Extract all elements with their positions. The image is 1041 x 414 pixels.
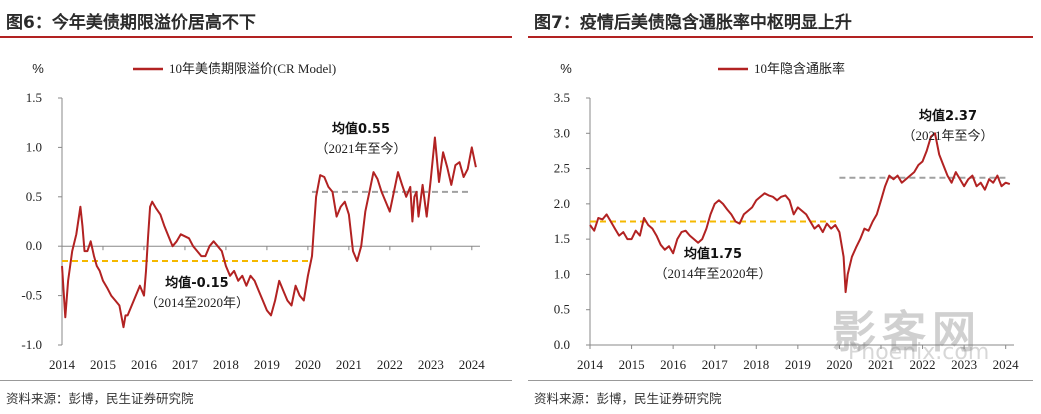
x-tick-label: 2023	[418, 357, 444, 372]
x-tick-label: 2019	[254, 357, 280, 372]
panel-title: 图7：疫情后美债隐含通胀率中枢明显上升	[534, 13, 852, 33]
x-tick-label: 2014	[577, 357, 604, 372]
y-tick-label: 2.5	[554, 161, 570, 176]
source-rule	[0, 380, 512, 381]
x-tick-label: 2022	[910, 357, 936, 372]
y-tick-label: -1.0	[21, 337, 42, 352]
y-tick-label: 1.5	[554, 231, 570, 246]
x-tick-label: 2022	[377, 357, 403, 372]
mean-annotation-period-recent: （2021年至今）	[315, 141, 406, 156]
x-tick-label: 2018	[213, 357, 239, 372]
x-tick-label: 2020	[826, 357, 852, 372]
watermark-subtext: Phoenix.com	[848, 340, 990, 365]
chart-term-premium: % 10年美债期限溢价(CR Model) -1.0 -0.5 0.0 0.5 1.0 1.5…	[21, 61, 486, 372]
mean-annotation-recent: 均值2.37	[919, 108, 977, 124]
x-tick-label: 2016	[131, 357, 158, 372]
x-tick-label: 2015	[90, 357, 116, 372]
x-tick-label: 2019	[785, 357, 811, 372]
x-tick-label: 2015	[619, 357, 645, 372]
y-tick-label: -0.5	[21, 288, 42, 303]
x-tick-label: 2017	[702, 357, 729, 372]
x-tick-label: 2018	[743, 357, 769, 372]
legend-label: 10年美债期限溢价(CR Model)	[169, 61, 336, 76]
y-unit-label: %	[560, 61, 572, 76]
chart-panel-breakeven: 图7：疫情后美债隐含通胀率中枢明显上升 % 10年隐含通胀率 0.0 0.5 1.0 1.…	[528, 0, 1041, 414]
y-tick-label: 1.5	[26, 90, 42, 105]
x-tick-label: 2017	[172, 357, 199, 372]
y-tick-label: 1.0	[26, 139, 42, 154]
series-line	[589, 132, 1011, 294]
title-rule	[528, 36, 1033, 38]
x-tick-label: 2014	[49, 357, 76, 372]
title-rule	[0, 36, 512, 38]
mean-annotation-recent: 均值0.55	[332, 121, 390, 137]
x-tick-label: 2024	[993, 357, 1020, 372]
source-rule	[528, 380, 1033, 381]
x-tick-label: 2016	[660, 357, 687, 372]
legend-label: 10年隐含通胀率	[754, 61, 845, 76]
x-tick-label: 2023	[951, 357, 977, 372]
chart-breakeven-inflation: % 10年隐含通胀率 0.0 0.5 1.0 1.5 2.0 2.5 3.0 3.5 2014 201…	[554, 61, 1020, 372]
y-tick-label: 0.0	[26, 238, 42, 253]
watermark-logo: 影客网	[832, 307, 982, 358]
y-tick-label: 0.5	[554, 302, 570, 317]
mean-annotation-period-past: （2014年至2020年）	[654, 266, 771, 281]
panel-title: 图6：今年美债期限溢价居高不下	[6, 13, 256, 33]
y-tick-label: 2.0	[554, 196, 570, 211]
y-tick-label: 0.5	[26, 189, 42, 204]
y-tick-label: 3.5	[554, 90, 570, 105]
y-tick-label: 3.0	[554, 125, 570, 140]
mean-annotation-period-past: （2014至2020年）	[145, 295, 249, 310]
x-tick-label: 2020	[295, 357, 321, 372]
mean-annotation-period-recent: （2021年至今）	[902, 128, 993, 143]
x-tick-label: 2024	[459, 357, 486, 372]
y-tick-label: 1.0	[554, 266, 570, 281]
chart-panel-term-premium: 图6：今年美债期限溢价居高不下 % 10年美债期限溢价(CR Model) -1.0…	[0, 0, 520, 414]
series-line	[61, 136, 477, 329]
x-tick-label: 2021	[868, 357, 894, 372]
source-note: 资料来源：彭博，民生证券研究院	[534, 391, 722, 406]
y-tick-label: 0.0	[554, 337, 570, 352]
mean-annotation-past: 均值1.75	[684, 246, 742, 262]
source-note: 资料来源：彭博，民生证券研究院	[6, 391, 194, 406]
x-tick-label: 2021	[336, 357, 362, 372]
mean-annotation-past: 均值-0.15	[165, 275, 228, 291]
y-unit-label: %	[32, 61, 44, 76]
